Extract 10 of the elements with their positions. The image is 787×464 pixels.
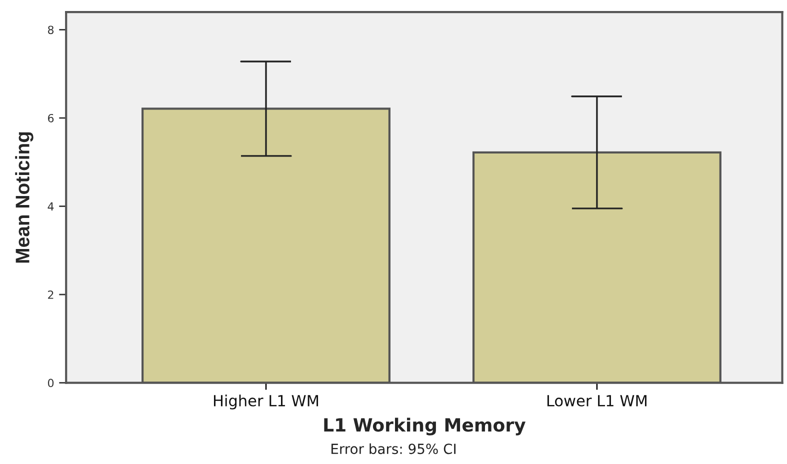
y-tick-label: 4 <box>48 202 54 210</box>
y-tick-label: 6 <box>48 114 54 122</box>
y-tick-label: 8 <box>48 26 54 34</box>
text: Error bars: 95% CI <box>332 443 456 454</box>
y-tick-label: 2 <box>48 290 54 299</box>
x-tick-label: Higher L1 WM <box>214 394 318 410</box>
y-tick-label: 0 <box>48 378 54 388</box>
x-axis-title: L1 Working Memory <box>324 418 526 436</box>
x-tick-label: Lower L1 WM <box>547 395 646 406</box>
y-axis-title: Mean Noticing <box>15 132 34 263</box>
